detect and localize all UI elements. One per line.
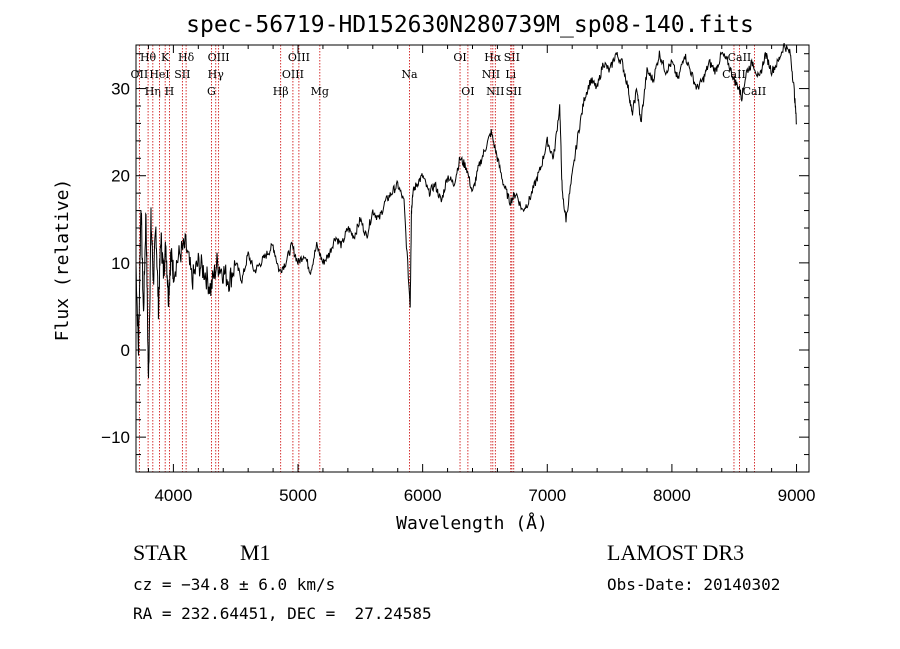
y-axis-label: Flux (relative) <box>52 179 73 342</box>
coordinates: RA = 232.64451, DEC = 27.24585 <box>133 604 432 623</box>
line-marker-label: CaII <box>743 85 767 98</box>
x-tick-label: 5000 <box>279 486 317 505</box>
y-tick-label: 20 <box>111 167 130 186</box>
x-tick-label: 4000 <box>154 486 192 505</box>
line-marker-label: Hδ <box>178 51 195 64</box>
line-marker-label: G <box>207 85 216 98</box>
x-tick-label: 8000 <box>653 486 691 505</box>
line-marker-label: OIII <box>208 51 230 64</box>
spectrum-series <box>135 42 797 379</box>
y-tick-label: 30 <box>111 80 130 99</box>
spectrum-line <box>135 42 797 379</box>
line-marker-label: HeI <box>149 68 169 81</box>
line-marker-label: CaII <box>722 68 746 81</box>
y-axis: −10 0 10 20 30 <box>101 53 809 456</box>
line-marker-label: Mg <box>311 85 329 98</box>
line-marker-label: Hβ <box>273 85 289 98</box>
x-axis-label: Wavelength (Å) <box>396 512 548 534</box>
line-marker-label: H <box>165 85 175 98</box>
object-class: STAR <box>133 540 188 565</box>
line-marker-label: OI <box>461 85 474 98</box>
line-marker-label: CaII <box>728 51 752 64</box>
line-marker-label: OI <box>453 51 466 64</box>
line-marker-label: Hα <box>484 51 502 64</box>
x-tick-label: 9000 <box>778 486 816 505</box>
line-marker-label: Na <box>401 68 418 81</box>
x-tick-label: 6000 <box>404 486 442 505</box>
y-tick-label: −10 <box>101 428 130 447</box>
chart-title: spec-56719-HD152630N280739M_sp08-140.fit… <box>186 12 754 38</box>
line-marker-label: OIII <box>288 51 310 64</box>
y-tick-label: 0 <box>121 341 130 360</box>
line-marker-label: SII <box>174 68 190 81</box>
line-marker-label: Li <box>505 68 516 81</box>
survey-name: LAMOST DR3 <box>607 540 745 565</box>
line-marker-label: OII <box>131 68 149 81</box>
line-marker-label: Hθ <box>140 51 157 64</box>
line-marker-label: Hη <box>145 85 161 98</box>
obs-date: Obs-Date: 20140302 <box>607 575 781 594</box>
line-marker-label: Hγ <box>208 68 225 81</box>
line-markers: Hθ OII Hη K HeI H SII Hδ OIII Hγ G Hβ OIII OIII Mg Na OI… <box>131 45 767 472</box>
x-tick-label: 7000 <box>528 486 566 505</box>
line-marker-label: NII <box>486 85 504 98</box>
line-marker-label: SII <box>504 51 520 64</box>
line-marker-label: NII <box>482 68 500 81</box>
y-tick-label: 10 <box>111 254 130 273</box>
object-subclass: M1 <box>240 540 271 565</box>
plot-frame <box>135 44 810 473</box>
line-marker-label: SII <box>506 85 522 98</box>
line-marker-label: K <box>161 51 170 64</box>
x-axis: 4000 5000 6000 7000 8000 9000 <box>147 45 816 505</box>
line-marker-label: OIII <box>282 68 304 81</box>
redshift-text: cz = −34.8 ± 6.0 km/s <box>133 575 336 594</box>
